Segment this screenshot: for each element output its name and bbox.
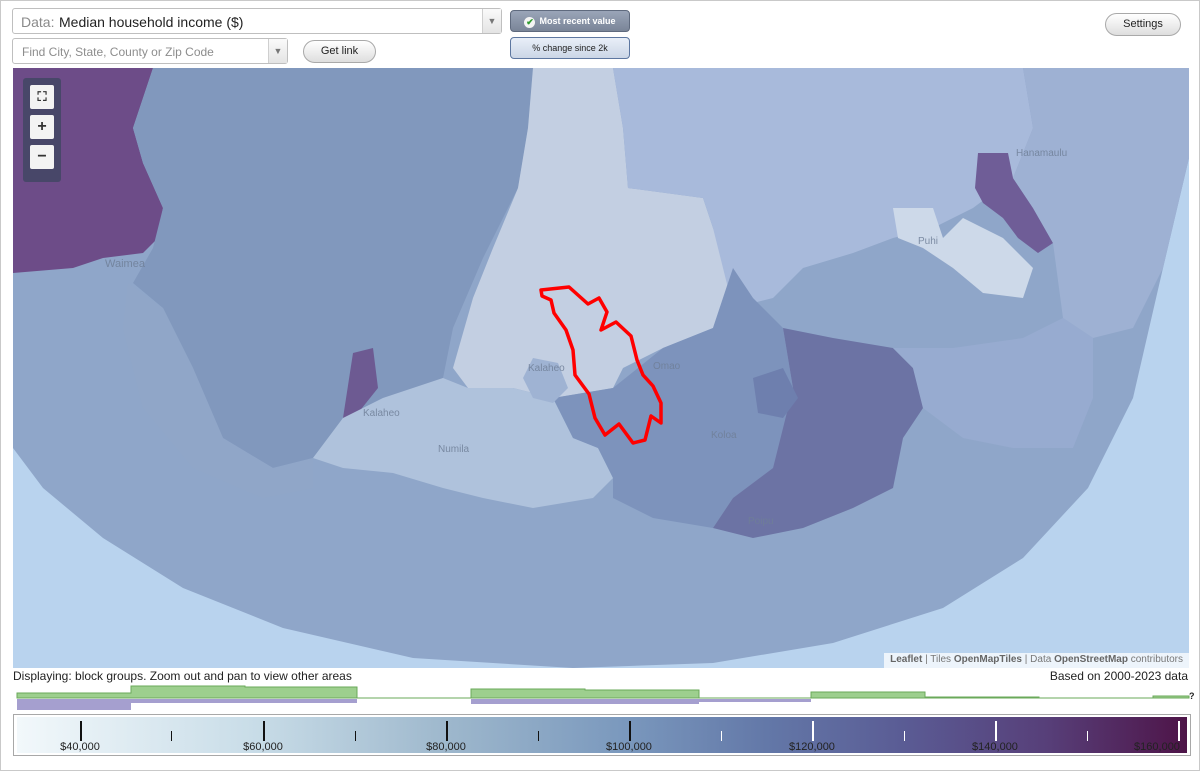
- map-label: Puhi: [918, 236, 939, 247]
- legend-tick-major: [812, 721, 814, 741]
- data-select[interactable]: Data: Median household income ($) ▼: [12, 8, 502, 34]
- color-legend: $40,000 $60,000 $80,000 $100,000 $120,00…: [13, 714, 1191, 756]
- get-link-button[interactable]: Get link: [303, 40, 376, 63]
- location-search[interactable]: Find City, State, County or Zip Code ▼: [12, 38, 288, 64]
- openmaptiles-link[interactable]: OpenMapTiles: [953, 654, 1022, 665]
- map-label: Numila: [438, 444, 470, 455]
- distribution-histogram: [16, 685, 1190, 710]
- map-label: Omao: [653, 361, 681, 372]
- legend-tick-major: [1178, 721, 1180, 741]
- zoom-in-button[interactable]: +: [30, 115, 54, 139]
- legend-tick-major: [263, 721, 265, 741]
- map-label: Waimea: [105, 258, 145, 270]
- map-label: Hanamaulu: [1016, 148, 1068, 159]
- data-select-prefix: Data:: [21, 14, 55, 30]
- map-label: Koloa: [711, 430, 737, 441]
- data-select-value: Median household income ($): [59, 14, 244, 30]
- legend-tick-minor: [355, 731, 356, 741]
- legend-tick-label: $80,000: [426, 741, 466, 753]
- location-search-placeholder: Find City, State, County or Zip Code: [22, 45, 214, 59]
- legend-tick-minor: [904, 731, 905, 741]
- map-label: Kalaheo: [528, 363, 565, 374]
- map-attribution: Leaflet | Tiles OpenMapTiles | Data Open…: [884, 653, 1189, 668]
- data-range-note: Based on 2000-2023 data: [1049, 669, 1188, 683]
- map-label: Poipu: [748, 516, 774, 527]
- legend-tick-major: [80, 721, 82, 741]
- choropleth-map[interactable]: Waimea Hanamaulu Puhi Kalaheo Koloa Omao…: [13, 68, 1189, 668]
- legend-tick-label: $40,000: [60, 741, 100, 753]
- leaflet-link[interactable]: Leaflet: [890, 654, 923, 665]
- openstreetmap-link[interactable]: OpenStreetMap: [1054, 654, 1128, 665]
- attribution-separator: | Tiles: [922, 654, 954, 665]
- legend-tick-label: $60,000: [243, 741, 283, 753]
- legend-tick-minor: [538, 731, 539, 741]
- checkmark-icon: ✔: [524, 17, 536, 28]
- legend-tick-major: [446, 721, 448, 741]
- unknown-bin-marker: ?: [1189, 691, 1195, 701]
- most-recent-value-toggle[interactable]: ✔ Most recent value: [510, 10, 630, 32]
- map-label: Kalaheo: [363, 408, 400, 419]
- legend-tick-minor: [171, 731, 172, 741]
- legend-tick-major: [629, 721, 631, 741]
- attribution-suffix: contributors: [1127, 654, 1183, 665]
- percent-change-toggle[interactable]: % change since 2k: [510, 37, 630, 59]
- chevron-down-icon[interactable]: ▼: [268, 39, 287, 63]
- legend-tick-minor: [721, 731, 722, 741]
- legend-tick-minor: [1087, 731, 1088, 741]
- settings-button[interactable]: Settings: [1105, 13, 1181, 36]
- map-canvas: [13, 68, 1189, 668]
- legend-tick-label: $120,000: [789, 741, 835, 753]
- chevron-down-icon[interactable]: ▼: [482, 9, 501, 33]
- zoom-controls: ⛶ + −: [23, 78, 61, 182]
- most-recent-value-label: Most recent value: [539, 16, 616, 26]
- legend-tick-major: [995, 721, 997, 741]
- fullscreen-icon[interactable]: ⛶: [30, 85, 54, 109]
- displaying-note: Displaying: block groups. Zoom out and p…: [13, 669, 352, 683]
- attribution-separator: | Data: [1022, 654, 1055, 665]
- legend-tick-label: $140,000: [972, 741, 1018, 753]
- color-gradient: $40,000 $60,000 $80,000 $100,000 $120,00…: [17, 717, 1187, 753]
- zoom-out-button[interactable]: −: [30, 145, 54, 169]
- legend-tick-label: $160,000: [1134, 741, 1180, 753]
- legend-tick-label: $100,000: [606, 741, 652, 753]
